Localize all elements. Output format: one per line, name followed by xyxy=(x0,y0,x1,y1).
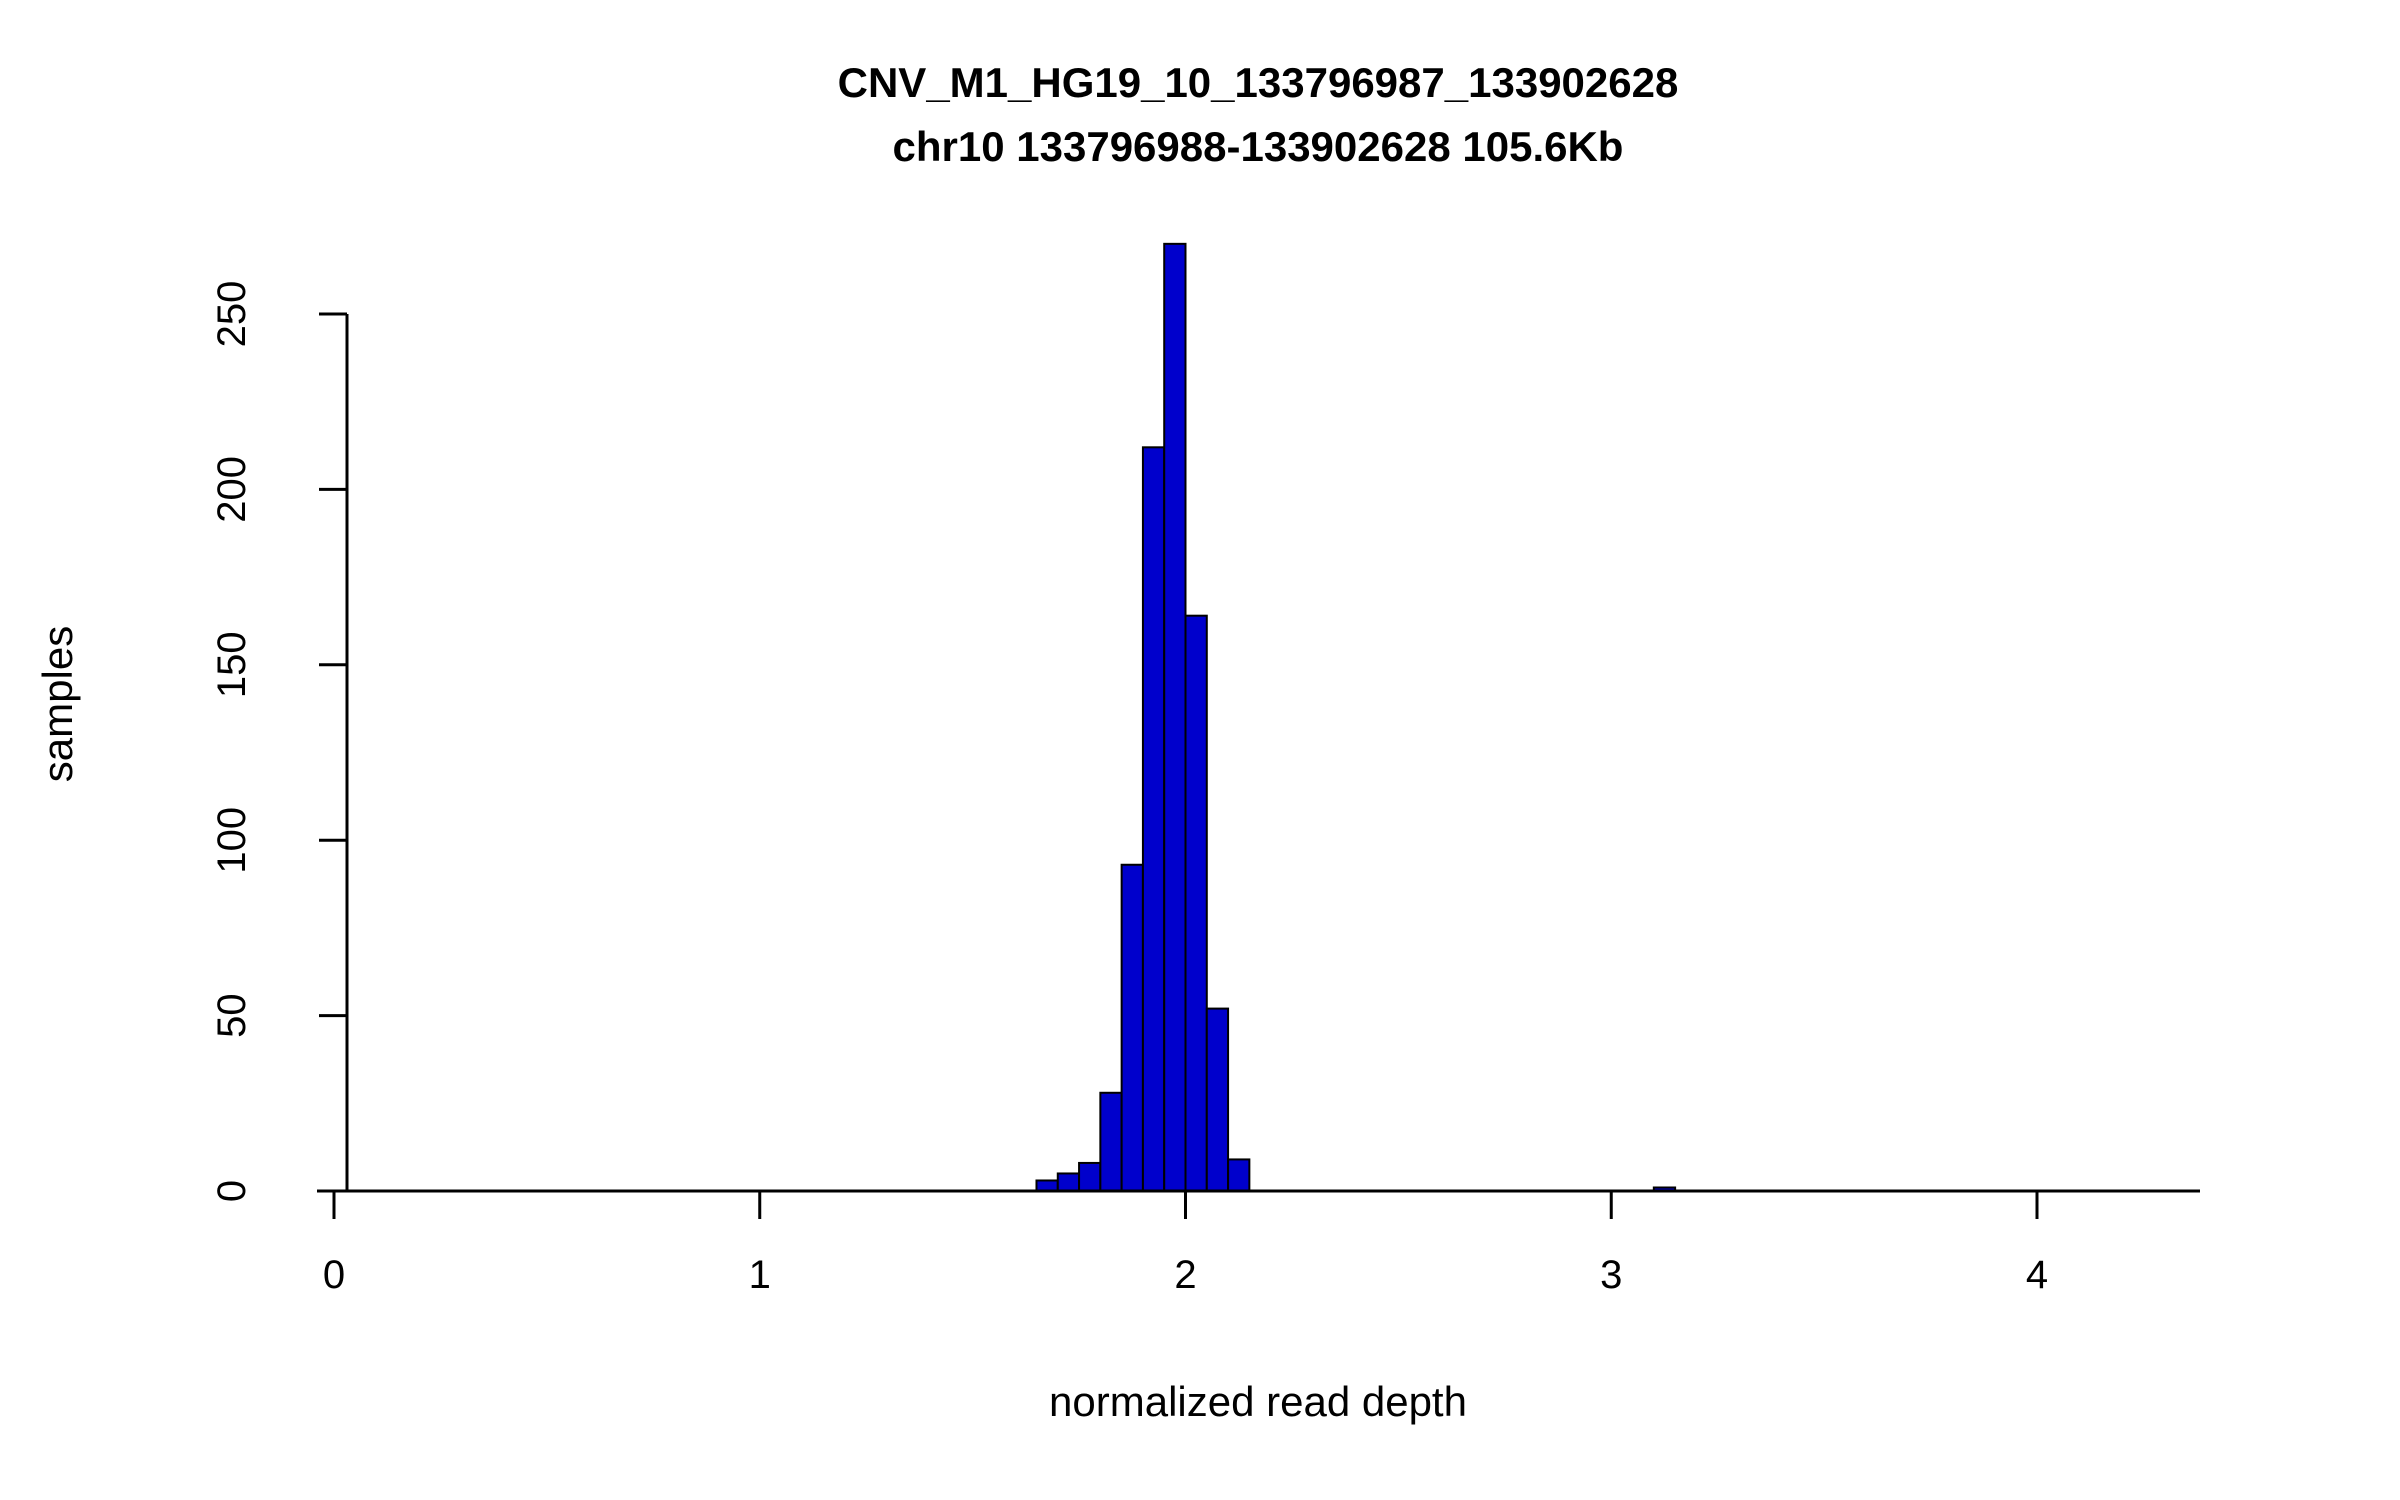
histogram-bar xyxy=(1120,863,1144,1192)
y-tick-label: 0 xyxy=(210,1180,254,1202)
chart-subtitle: chr10 133796988-133902628 105.6Kb xyxy=(892,123,1624,170)
y-tick-label: 250 xyxy=(210,281,254,348)
x-tick-label: 3 xyxy=(1600,1253,1622,1297)
y-tick-label: 100 xyxy=(210,807,254,874)
x-tick-label: 2 xyxy=(1174,1253,1196,1297)
x-tick-label: 4 xyxy=(2026,1253,2048,1297)
histogram-bar xyxy=(1141,446,1166,1192)
y-tick-label: 200 xyxy=(210,456,254,523)
chart-title: CNV_M1_HG19_10_133796987_133902628 xyxy=(837,59,1679,106)
y-axis-label: samples xyxy=(34,625,81,783)
histogram-bar xyxy=(1205,1007,1230,1192)
y-tick-label: 150 xyxy=(210,631,254,698)
x-axis-label: normalized read depth xyxy=(1049,1378,1467,1425)
histogram-bar xyxy=(1035,1179,1059,1192)
histogram-bar xyxy=(1184,614,1208,1192)
y-tick-label: 50 xyxy=(210,993,254,1038)
histogram-bar xyxy=(1099,1091,1123,1192)
histogram-bar xyxy=(1078,1161,1102,1193)
histogram-bar xyxy=(1227,1158,1251,1192)
histogram-bar xyxy=(1056,1172,1081,1192)
x-tick-label: 1 xyxy=(749,1253,771,1297)
x-tick-label: 0 xyxy=(323,1253,345,1297)
histogram-bar xyxy=(1163,242,1187,1192)
